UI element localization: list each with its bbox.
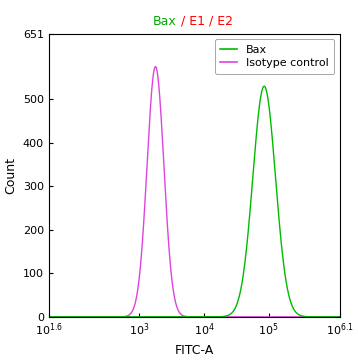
- Y-axis label: Count: Count: [4, 157, 17, 194]
- Legend: Bax, Isotype control: Bax, Isotype control: [215, 39, 334, 74]
- Text: / E1 / E2: / E1 / E2: [177, 15, 233, 28]
- X-axis label: FITC-A: FITC-A: [175, 344, 214, 357]
- Text: Bax: Bax: [153, 15, 176, 28]
